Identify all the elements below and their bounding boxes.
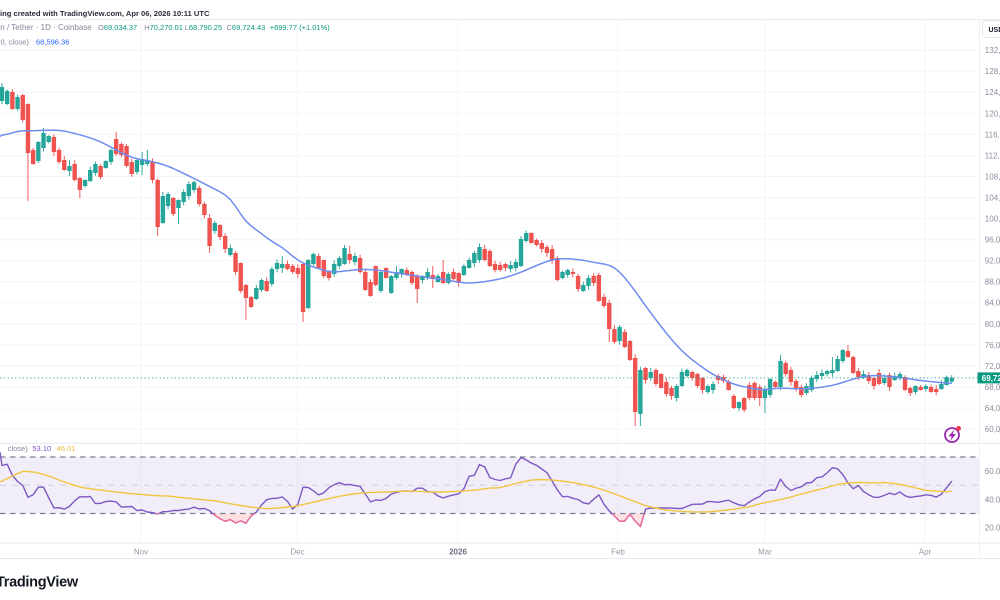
svg-text:108,000.00: 108,000.00 bbox=[985, 172, 1000, 181]
svg-text:68,596.36: 68,596.36 bbox=[36, 37, 69, 46]
svg-text:76,000.00: 76,000.00 bbox=[985, 341, 1000, 350]
svg-text:64,000.00: 64,000.00 bbox=[985, 404, 1000, 413]
svg-text:46.01: 46.01 bbox=[57, 444, 76, 453]
svg-text:60.00: 60.00 bbox=[985, 467, 1000, 476]
svg-text:128,000.00: 128,000.00 bbox=[985, 67, 1000, 76]
svg-text:2026: 2026 bbox=[449, 547, 467, 556]
svg-text:116,000.00: 116,000.00 bbox=[985, 130, 1000, 139]
svg-text:TradingView: TradingView bbox=[0, 575, 79, 591]
svg-text:100,000.00: 100,000.00 bbox=[985, 215, 1000, 224]
svg-text:L68,790.25: L68,790.25 bbox=[185, 23, 223, 32]
svg-text:O69,034.37: O69,034.37 bbox=[98, 23, 137, 32]
svg-text:132,000.00: 132,000.00 bbox=[985, 46, 1000, 55]
svg-text:88,000.00: 88,000.00 bbox=[985, 278, 1000, 287]
svg-text:92,000.00: 92,000.00 bbox=[985, 257, 1000, 266]
svg-text:104,000.00: 104,000.00 bbox=[985, 194, 1000, 203]
svg-text:C69,724.43: C69,724.43 bbox=[227, 23, 266, 32]
svg-text:120,000.00: 120,000.00 bbox=[985, 109, 1000, 118]
svg-text:96,000.00: 96,000.00 bbox=[985, 236, 1000, 245]
svg-text:H70,270.01: H70,270.01 bbox=[144, 23, 183, 32]
svg-text:USD: USD bbox=[989, 27, 1000, 34]
svg-text:40.00: 40.00 bbox=[985, 495, 1000, 504]
svg-text:+699.77 (+1.01%): +699.77 (+1.01%) bbox=[270, 23, 331, 32]
svg-text:Dec: Dec bbox=[290, 547, 304, 556]
svg-text:Mar: Mar bbox=[758, 547, 772, 556]
svg-text:53.10: 53.10 bbox=[32, 444, 51, 453]
svg-text:0, close): 0, close) bbox=[1, 37, 30, 46]
svg-text:124,000.00: 124,000.00 bbox=[985, 88, 1000, 97]
svg-text:112,000.00: 112,000.00 bbox=[985, 151, 1000, 160]
svg-text:Chart/drawing created with Tra: Chart/drawing created with TradingView.c… bbox=[0, 9, 210, 18]
svg-text:Apr: Apr bbox=[919, 547, 932, 556]
svg-text:80,000.00: 80,000.00 bbox=[985, 320, 1000, 329]
svg-text:69,724.43: 69,724.43 bbox=[982, 374, 1000, 383]
svg-text:72,000.00: 72,000.00 bbox=[985, 362, 1000, 371]
svg-text:84,000.00: 84,000.00 bbox=[985, 299, 1000, 308]
svg-text:Feb: Feb bbox=[611, 547, 625, 556]
svg-text:close): close) bbox=[8, 444, 29, 453]
svg-text:68,000.00: 68,000.00 bbox=[985, 383, 1000, 392]
svg-text:20.00: 20.00 bbox=[985, 524, 1000, 533]
svg-text:60,000.00: 60,000.00 bbox=[985, 425, 1000, 434]
svg-text:n / Tether · 1D · Coinbase: n / Tether · 1D · Coinbase bbox=[0, 23, 92, 32]
svg-text:Nov: Nov bbox=[134, 547, 148, 556]
